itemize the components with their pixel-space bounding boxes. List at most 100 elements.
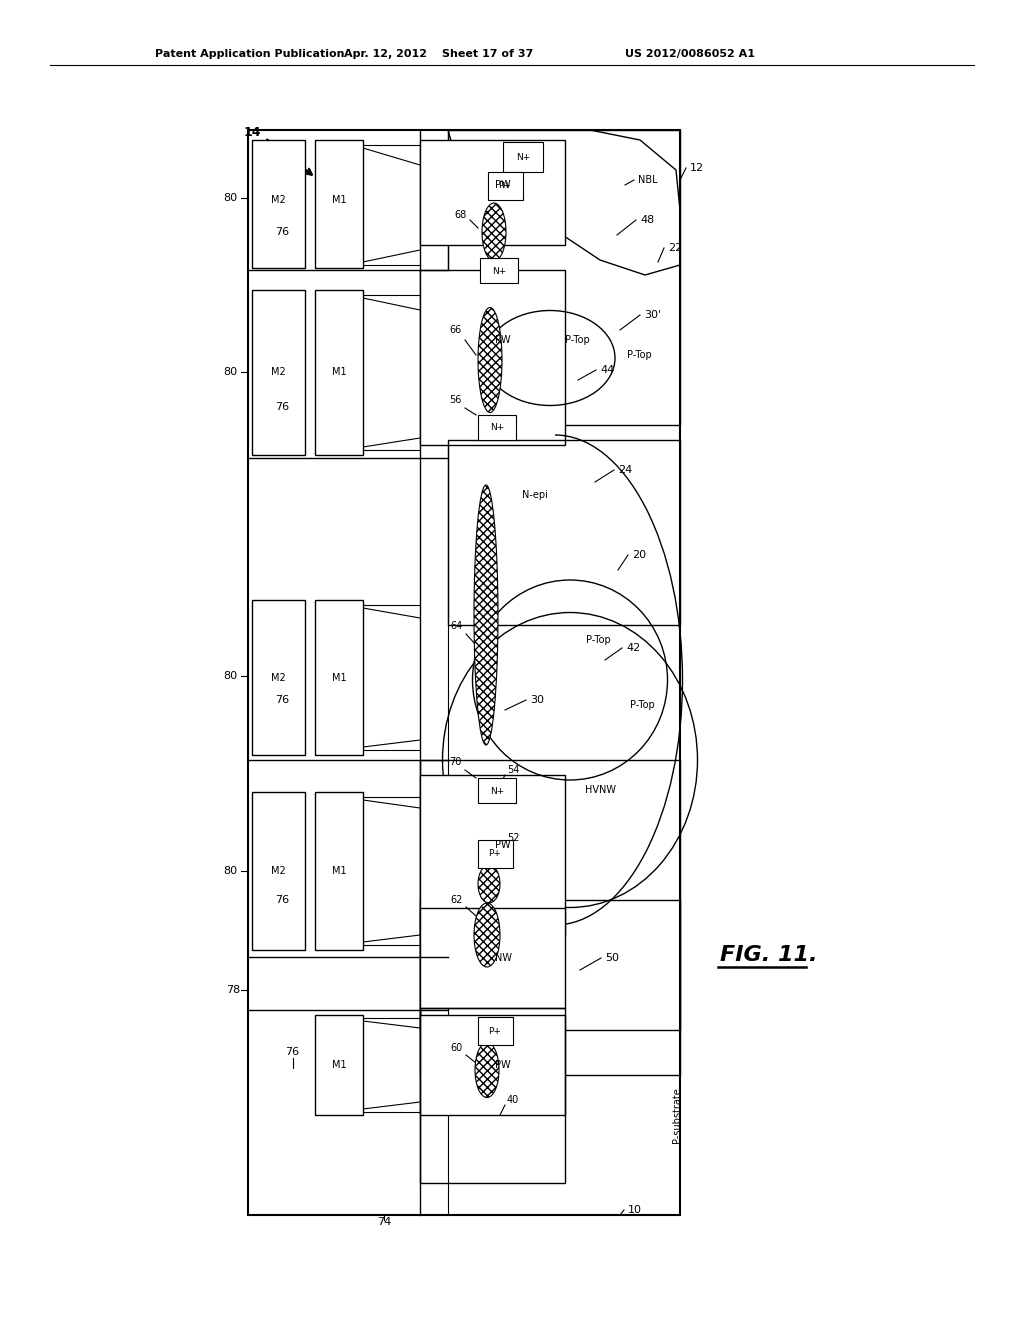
Text: P-Top: P-Top [630, 700, 654, 710]
Bar [420, 760, 680, 1030]
Text: M1: M1 [332, 367, 346, 378]
Text: 52: 52 [507, 833, 519, 843]
Text: 20: 20 [632, 550, 646, 560]
Bar [420, 140, 565, 246]
Bar [478, 1016, 513, 1045]
Text: 44: 44 [600, 366, 614, 375]
Text: 76: 76 [275, 895, 289, 906]
Bar [478, 840, 513, 869]
Bar [315, 601, 362, 755]
Text: PW: PW [496, 840, 511, 850]
Text: P-Top: P-Top [564, 335, 590, 345]
Text: NW: NW [495, 953, 512, 964]
Text: 80: 80 [223, 367, 237, 378]
Bar [252, 290, 305, 455]
Text: N+: N+ [489, 787, 504, 796]
Text: 54: 54 [507, 766, 519, 775]
Text: M2: M2 [270, 673, 286, 682]
Ellipse shape [478, 865, 500, 903]
Text: 14: 14 [244, 125, 261, 139]
Text: P+: P+ [499, 181, 511, 190]
Bar [315, 792, 362, 950]
Text: 80: 80 [223, 866, 237, 876]
Text: 48: 48 [640, 215, 654, 224]
Text: P+: P+ [488, 850, 502, 858]
Bar [315, 290, 362, 455]
Text: 12: 12 [690, 162, 705, 173]
Bar [248, 129, 680, 1214]
Text: 24: 24 [618, 465, 632, 475]
Ellipse shape [475, 1043, 499, 1097]
Bar [420, 1015, 565, 1115]
Ellipse shape [474, 484, 498, 744]
Bar [449, 129, 680, 425]
Text: 42: 42 [626, 643, 640, 653]
Text: 50: 50 [605, 953, 618, 964]
Text: Patent Application Publication: Patent Application Publication [155, 49, 344, 59]
Text: 76: 76 [285, 1047, 299, 1057]
Text: M1: M1 [332, 866, 346, 876]
Text: US 2012/0086052 A1: US 2012/0086052 A1 [625, 49, 755, 59]
Text: 80: 80 [223, 193, 237, 203]
Text: M1: M1 [332, 673, 346, 682]
Text: FIG. 11.: FIG. 11. [720, 945, 817, 965]
Text: 66: 66 [450, 325, 462, 335]
Bar [420, 775, 565, 935]
Text: N+: N+ [492, 267, 506, 276]
Text: PW: PW [496, 180, 511, 190]
Text: 80: 80 [223, 671, 237, 681]
Text: P+: P+ [488, 1027, 502, 1035]
Text: P-substrate: P-substrate [672, 1088, 682, 1143]
Text: HVNW: HVNW [585, 785, 615, 795]
Text: Apr. 12, 2012: Apr. 12, 2012 [343, 49, 427, 59]
Ellipse shape [474, 903, 500, 968]
Text: PW: PW [496, 1060, 511, 1071]
Text: P-Top: P-Top [586, 635, 610, 645]
Text: 22: 22 [668, 243, 682, 253]
Text: PW: PW [496, 335, 511, 345]
Text: 30': 30' [644, 310, 662, 319]
Text: 76: 76 [275, 403, 289, 412]
Text: M2: M2 [270, 195, 286, 205]
Bar [252, 140, 305, 268]
Text: 62: 62 [451, 895, 463, 906]
Text: M2: M2 [270, 866, 286, 876]
Text: 78: 78 [225, 985, 240, 995]
Bar [315, 140, 362, 268]
Text: N-epi: N-epi [522, 490, 548, 500]
Bar [478, 777, 516, 803]
Text: 68: 68 [455, 210, 467, 220]
Text: M1: M1 [332, 1060, 346, 1071]
Text: 70: 70 [450, 756, 462, 767]
Text: 10: 10 [628, 1205, 642, 1214]
Text: 40: 40 [507, 1096, 519, 1105]
Bar [252, 792, 305, 950]
Bar [478, 414, 516, 440]
Text: M1: M1 [332, 195, 346, 205]
Text: 76: 76 [275, 227, 289, 238]
Text: 74: 74 [377, 1217, 391, 1228]
Bar [420, 271, 565, 445]
Text: NBL: NBL [638, 176, 657, 185]
Bar [503, 143, 543, 172]
Text: N+: N+ [516, 153, 530, 161]
Text: M2: M2 [270, 367, 286, 378]
Text: 64: 64 [451, 620, 463, 631]
Bar [480, 257, 518, 282]
Bar [315, 1015, 362, 1115]
Bar [420, 908, 565, 1008]
Text: P-Top: P-Top [627, 350, 651, 360]
Ellipse shape [478, 308, 502, 412]
Bar [420, 900, 680, 1074]
Ellipse shape [482, 203, 506, 261]
Bar [449, 440, 680, 624]
Bar [252, 601, 305, 755]
Bar [420, 1008, 565, 1183]
Text: 56: 56 [450, 395, 462, 405]
Text: Sheet 17 of 37: Sheet 17 of 37 [442, 49, 534, 59]
Text: 76: 76 [275, 696, 289, 705]
Text: N+: N+ [489, 424, 504, 433]
Bar [488, 172, 523, 201]
Text: 60: 60 [451, 1043, 463, 1053]
Text: 30: 30 [530, 696, 544, 705]
